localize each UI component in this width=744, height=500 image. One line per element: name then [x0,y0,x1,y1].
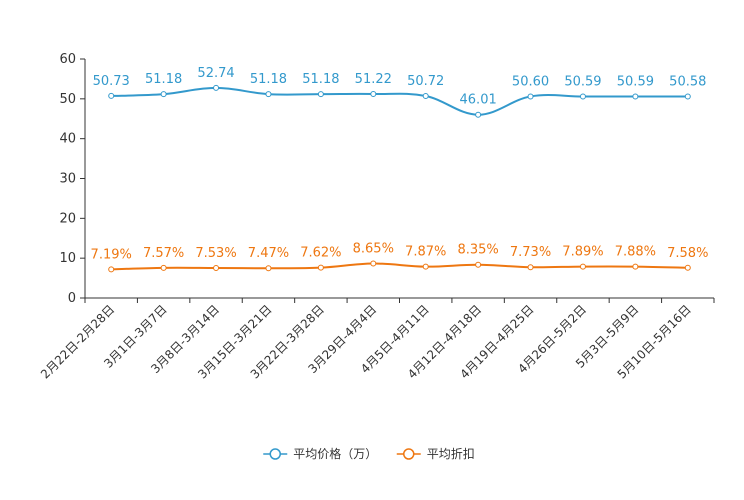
data-label: 7.89% [562,245,603,260]
data-label: 7.88% [615,245,656,260]
data-label: 8.65% [353,242,394,257]
data-point[interactable] [475,111,482,118]
data-label: 7.73% [510,245,551,260]
data-label: 50.58 [669,75,706,90]
series-line-1 [111,86,688,116]
y-tick-label: 20 [59,211,76,226]
y-tick-label: 50 [59,92,76,107]
legend-label: 平均价格（万） [293,446,377,461]
data-point[interactable] [108,92,115,99]
data-label: 7.58% [667,246,708,261]
series-layer [108,84,691,273]
data-point[interactable] [579,93,586,100]
legend-item-2[interactable]: 平均折扣 [396,446,475,461]
data-point[interactable] [684,93,691,100]
data-label: 7.87% [405,245,446,260]
data-label: 50.72 [407,74,444,89]
data-point[interactable] [422,263,429,270]
y-tick-label: 30 [59,172,76,187]
legend-item-1[interactable]: 平均价格（万） [263,446,377,461]
data-point[interactable] [422,92,429,99]
data-label: 51.22 [355,72,392,87]
data-point[interactable] [370,260,377,267]
data-point[interactable] [527,93,534,100]
legend-marker-icon [269,448,281,460]
data-point[interactable] [632,93,639,100]
data-point[interactable] [160,264,167,271]
data-point[interactable] [579,263,586,270]
data-label: 8.35% [457,243,498,258]
data-point[interactable] [265,91,272,98]
legend-marker-icon [403,448,415,460]
data-point[interactable] [684,264,691,271]
data-label: 50.73 [93,74,130,89]
data-label: 51.18 [250,72,287,87]
data-point[interactable] [108,266,115,273]
data-point[interactable] [632,263,639,270]
data-point[interactable] [213,84,220,91]
data-labels: 50.73 51.18 52.74 51.18 51.18 51.22 50.72 46.01… [91,66,709,262]
data-label: 7.47% [248,246,289,261]
data-label: 50.59 [564,74,601,89]
y-tick-label: 10 [59,251,76,266]
axes: 01020304050602月22日-2月28日3月1日-3月7日3月8日-3月… [38,52,715,382]
data-point[interactable] [160,91,167,98]
data-label: 52.74 [197,66,234,81]
data-label: 50.59 [617,74,654,89]
data-label: 50.60 [512,74,549,89]
data-point[interactable] [265,265,272,272]
legend: 平均价格（万） 平均折扣 [263,446,475,461]
y-tick-label: 60 [59,52,76,67]
x-tick-label: 2月22日-2月28日 [38,302,117,381]
series-line-2 [111,262,688,271]
data-label: 51.18 [302,72,339,87]
data-label: 7.57% [143,246,184,261]
data-label: 7.19% [91,247,132,262]
data-label: 51.18 [145,72,182,87]
data-label: 7.62% [300,246,341,261]
data-point[interactable] [317,264,324,271]
data-label: 7.53% [195,246,236,261]
legend-label: 平均折扣 [427,446,475,461]
y-tick-label: 0 [68,291,76,306]
data-point[interactable] [475,261,482,268]
data-label: 46.01 [460,93,497,108]
data-point[interactable] [317,91,324,98]
data-point[interactable] [213,265,220,272]
y-tick-label: 40 [59,132,76,147]
data-point[interactable] [370,90,377,97]
data-point[interactable] [527,264,534,271]
